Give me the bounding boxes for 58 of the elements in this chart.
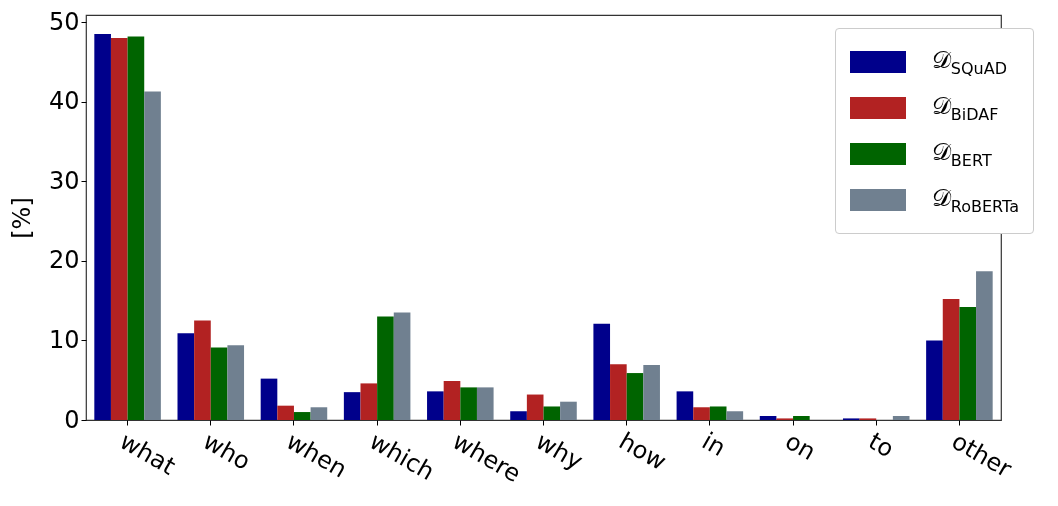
y-tick-label: 20 bbox=[48, 246, 80, 275]
bar bbox=[94, 34, 111, 420]
bar bbox=[709, 406, 727, 420]
bar bbox=[210, 347, 228, 420]
x-tick-label: why bbox=[531, 426, 588, 476]
y-tick-label: 50 bbox=[48, 7, 80, 36]
bar bbox=[959, 307, 977, 420]
bar bbox=[460, 387, 477, 420]
x-tick-label: other bbox=[946, 426, 1017, 484]
bar bbox=[976, 271, 993, 420]
bar bbox=[227, 345, 245, 420]
bar bbox=[726, 411, 744, 420]
bar bbox=[277, 405, 294, 420]
legend-label: 𝒟$_{SQuAD}$ bbox=[931, 46, 1007, 78]
y-tick-label: 0 bbox=[64, 405, 80, 434]
bar bbox=[793, 416, 810, 420]
legend-label: 𝒟$_{BiDAF}$ bbox=[931, 92, 999, 124]
bar bbox=[194, 320, 211, 420]
bar bbox=[393, 312, 411, 420]
bar bbox=[110, 38, 128, 420]
y-tick-label: 30 bbox=[48, 166, 80, 195]
bar bbox=[144, 91, 161, 420]
bar bbox=[926, 340, 943, 420]
bar bbox=[443, 381, 461, 420]
bar bbox=[476, 387, 494, 420]
bar bbox=[593, 323, 611, 420]
bar bbox=[427, 391, 444, 420]
x-tick-label: on bbox=[780, 426, 821, 467]
bar bbox=[260, 378, 278, 420]
legend-label: 𝒟$_{BERT}$ bbox=[931, 138, 992, 170]
x-tick-label: what bbox=[115, 426, 181, 481]
x-tick-label: to bbox=[863, 426, 899, 464]
bar bbox=[127, 36, 145, 420]
x-tick-label: how bbox=[614, 426, 672, 476]
bar bbox=[543, 406, 561, 420]
bar bbox=[892, 416, 910, 420]
bar bbox=[942, 299, 960, 420]
y-tick-label: 40 bbox=[48, 87, 80, 116]
bar bbox=[310, 407, 328, 420]
y-axis-title: [%] bbox=[7, 197, 36, 239]
legend-label: 𝒟$_{RoBERTa}$ bbox=[931, 184, 1019, 216]
bar bbox=[643, 365, 660, 420]
bar bbox=[610, 364, 627, 420]
bar bbox=[177, 333, 195, 420]
bar bbox=[759, 416, 777, 420]
y-tick-label: 10 bbox=[48, 325, 80, 354]
bar bbox=[626, 373, 644, 420]
x-tick-label: who bbox=[198, 426, 256, 476]
bar bbox=[360, 383, 378, 420]
bar bbox=[526, 394, 544, 420]
bar bbox=[510, 411, 527, 420]
bar bbox=[676, 391, 694, 420]
bar bbox=[560, 401, 577, 420]
bar bbox=[377, 316, 394, 420]
bar bbox=[343, 392, 361, 420]
bar bbox=[693, 407, 710, 420]
x-tick-label: in bbox=[697, 426, 731, 463]
bar bbox=[293, 412, 311, 420]
